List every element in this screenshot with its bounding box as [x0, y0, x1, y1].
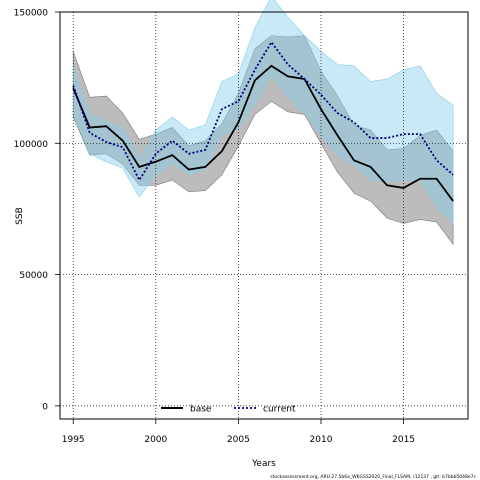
y-axis: 0 50000 100000 150000 [14, 9, 60, 412]
series-line-current [72, 40, 454, 182]
y-axis-title: SSB [15, 207, 25, 225]
x-tick-label: 2000 [144, 435, 167, 445]
legend-label-current: current [263, 405, 296, 415]
x-tick-label: 2015 [392, 435, 415, 445]
legend-label-base: base [190, 405, 212, 415]
x-axis: 1995 2000 2005 2010 2015 [62, 419, 415, 445]
confidence-band-current [72, 0, 454, 225]
x-axis-title: Years [251, 459, 276, 469]
x-tick-label: 2005 [227, 435, 250, 445]
confidence-bands [72, 0, 454, 246]
y-tick-label: 150000 [14, 9, 49, 19]
y-tick-label: 0 [42, 402, 48, 412]
x-tick-label: 1995 [62, 435, 85, 445]
y-tick-label: 50000 [19, 271, 48, 281]
x-tick-label: 2010 [310, 435, 333, 445]
series-line-base [72, 64, 454, 202]
plot-frame [59, 11, 469, 420]
confidence-band-base [72, 35, 454, 246]
y-tick-label: 100000 [14, 140, 49, 150]
series-lines [72, 40, 454, 202]
legend: base current [161, 405, 296, 415]
footnote: stockassessment.org, ARU.27.5b6a_WKGSS20… [270, 474, 476, 480]
